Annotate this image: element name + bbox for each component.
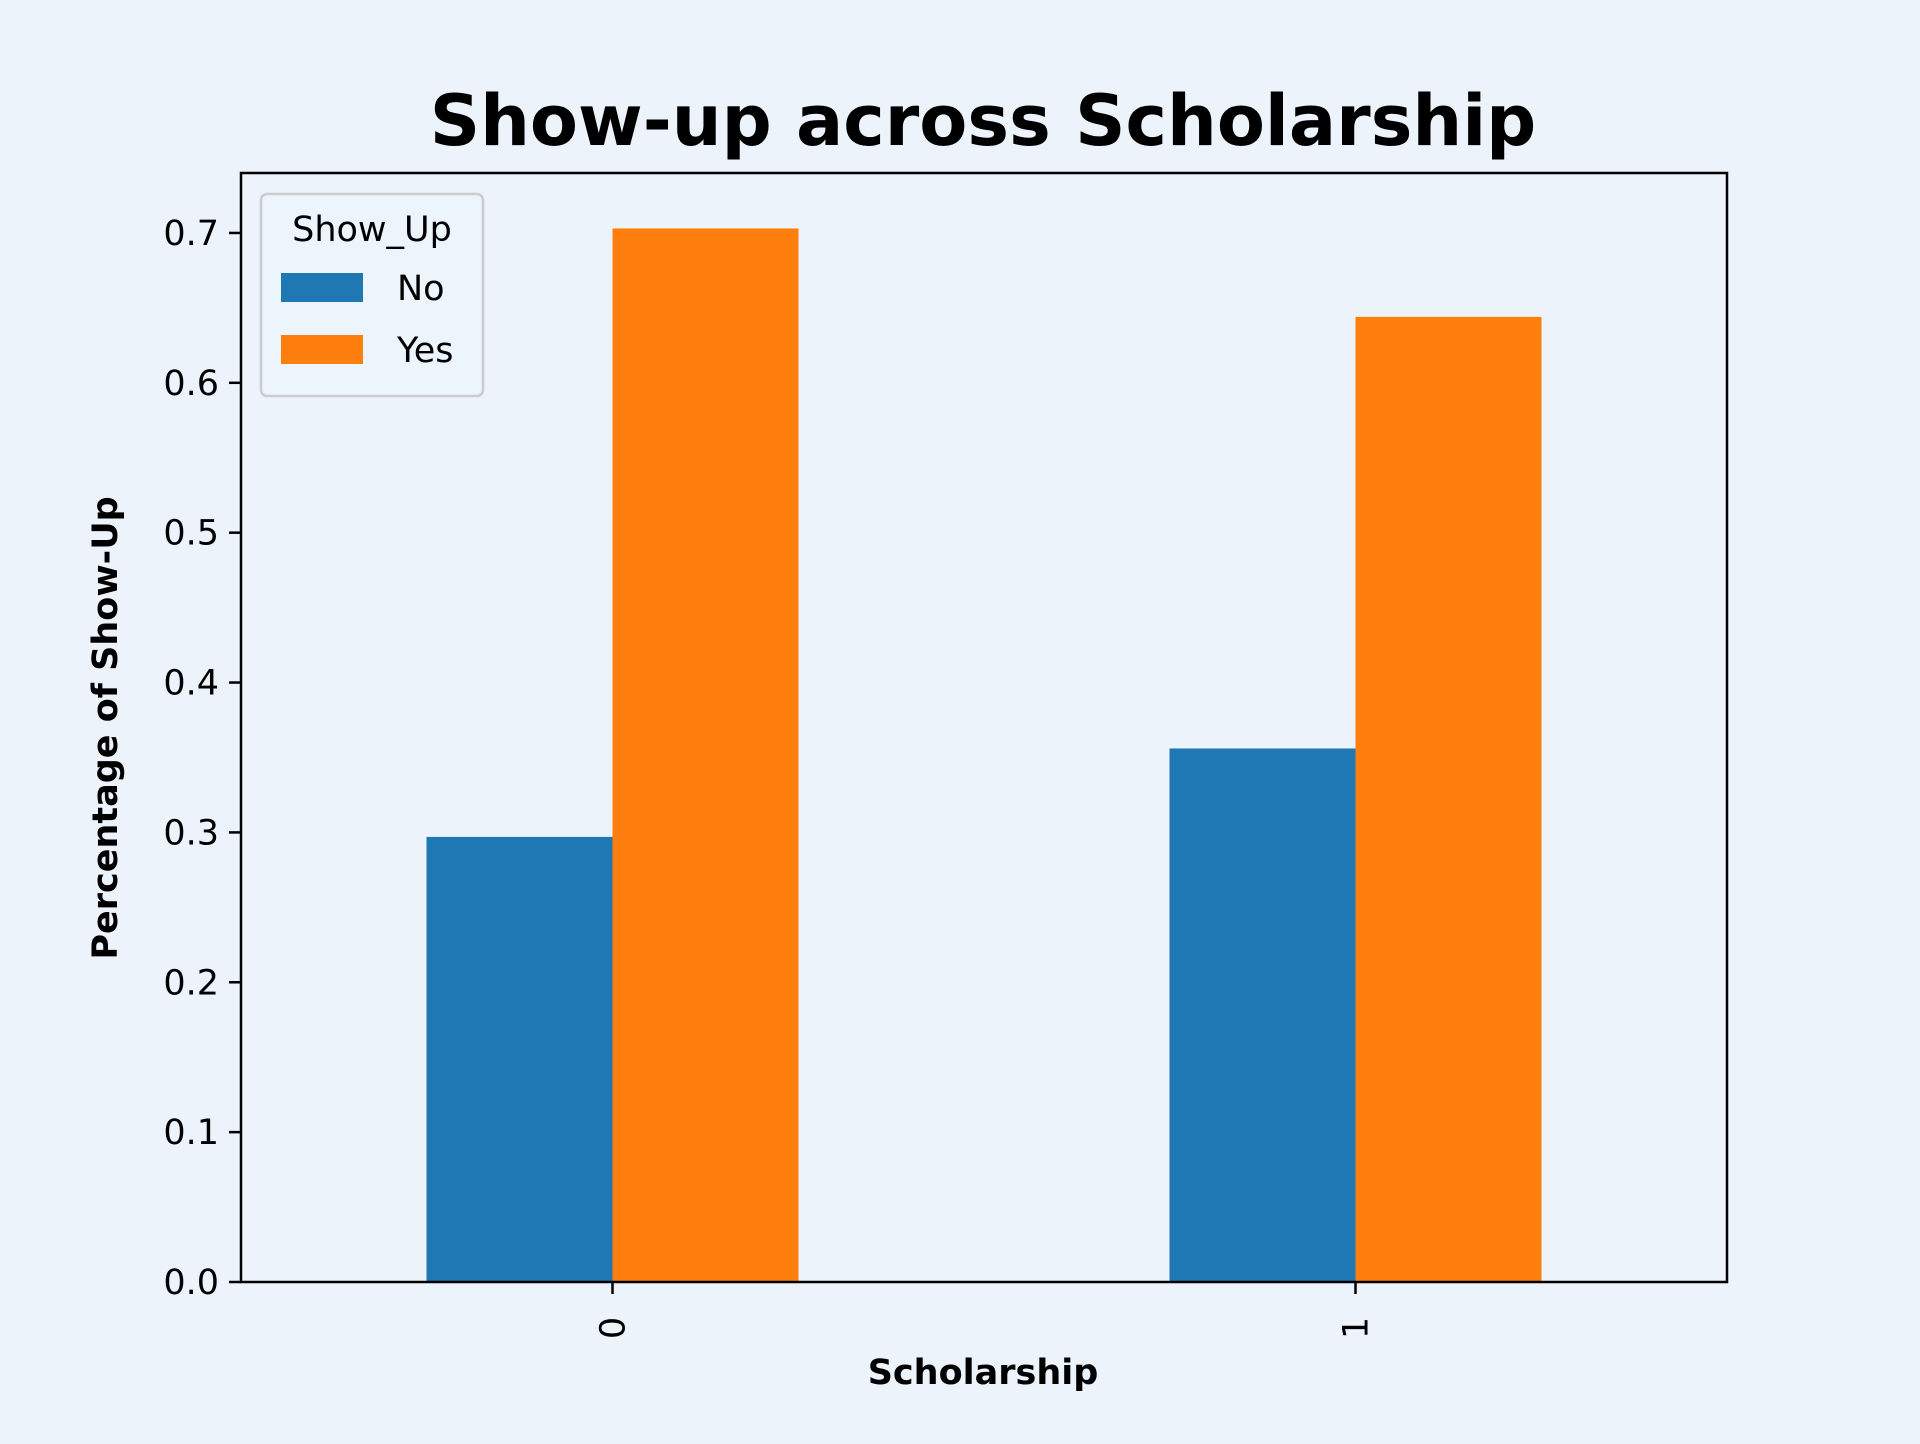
chart-title: Show-up across Scholarship bbox=[430, 80, 1537, 162]
y-tick-label: 0.1 bbox=[163, 1113, 219, 1153]
bar-no-1 bbox=[1169, 748, 1356, 1282]
legend[interactable]: Show_Up No Yes bbox=[259, 192, 485, 398]
legend-label-no: No bbox=[397, 269, 445, 309]
y-tick-label: 0.0 bbox=[163, 1263, 219, 1303]
y-tick-label: 0.4 bbox=[163, 664, 219, 704]
bars-layer bbox=[426, 228, 1542, 1283]
y-axis: 0.0 0.1 0.2 0.3 0.4 0.5 0.6 0.7 bbox=[163, 214, 241, 1303]
y-tick-label: 0.2 bbox=[163, 963, 219, 1003]
legend-title: Show_Up bbox=[292, 210, 452, 250]
y-tick-label: 0.5 bbox=[163, 514, 219, 554]
x-axis-label: Scholarship bbox=[868, 1353, 1099, 1393]
x-tick-label: 1 bbox=[1337, 1317, 1377, 1339]
y-tick-label: 0.7 bbox=[163, 214, 219, 254]
y-tick-label: 0.3 bbox=[163, 813, 219, 853]
y-tick-label: 0.6 bbox=[163, 364, 219, 404]
legend-swatch-no bbox=[281, 273, 363, 302]
bar-no-0 bbox=[426, 836, 613, 1282]
y-axis-label: Percentage of Show-Up bbox=[86, 496, 126, 959]
bar-yes-0 bbox=[612, 228, 799, 1283]
legend-label-yes: Yes bbox=[396, 331, 454, 371]
bar-yes-1 bbox=[1355, 316, 1542, 1283]
x-tick-label: 0 bbox=[594, 1317, 634, 1339]
legend-swatch-yes bbox=[281, 335, 363, 364]
plot-frame bbox=[239, 171, 1729, 1284]
